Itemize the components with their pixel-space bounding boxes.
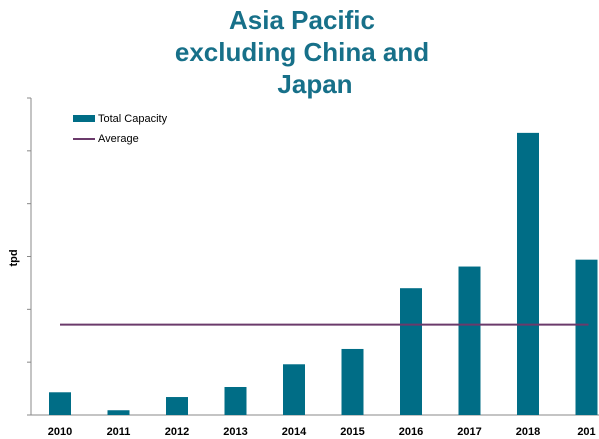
chart-title: Japan [277,69,352,99]
legend-label: Total Capacity [98,113,168,125]
x-tick-label: 2018 [516,426,540,438]
bar [517,132,539,415]
x-tick-label: 2015 [340,426,364,438]
y-axis-label: tpd [8,249,20,266]
legend-swatch [73,115,95,122]
bar [283,364,305,415]
bar [166,397,188,415]
bar [341,348,364,415]
bar [224,386,247,415]
x-tick-label: 2010 [48,426,72,438]
bar [458,266,481,415]
legend-label: Average [98,133,139,145]
x-tick-label: 2014 [282,426,307,438]
x-tick-label: 2012 [165,426,189,438]
chart-title: excluding China and [175,37,429,67]
chart-title: Asia Pacific [229,5,375,35]
bar [400,288,422,415]
bar [107,410,130,415]
bar [575,259,598,415]
x-tick-label: 2017 [457,426,481,438]
bar [49,392,71,415]
x-tick-label: 2013 [223,426,247,438]
x-tick-label: 2016 [399,426,423,438]
x-tick-label: 201 [577,426,595,438]
x-tick-label: 2011 [107,426,131,438]
